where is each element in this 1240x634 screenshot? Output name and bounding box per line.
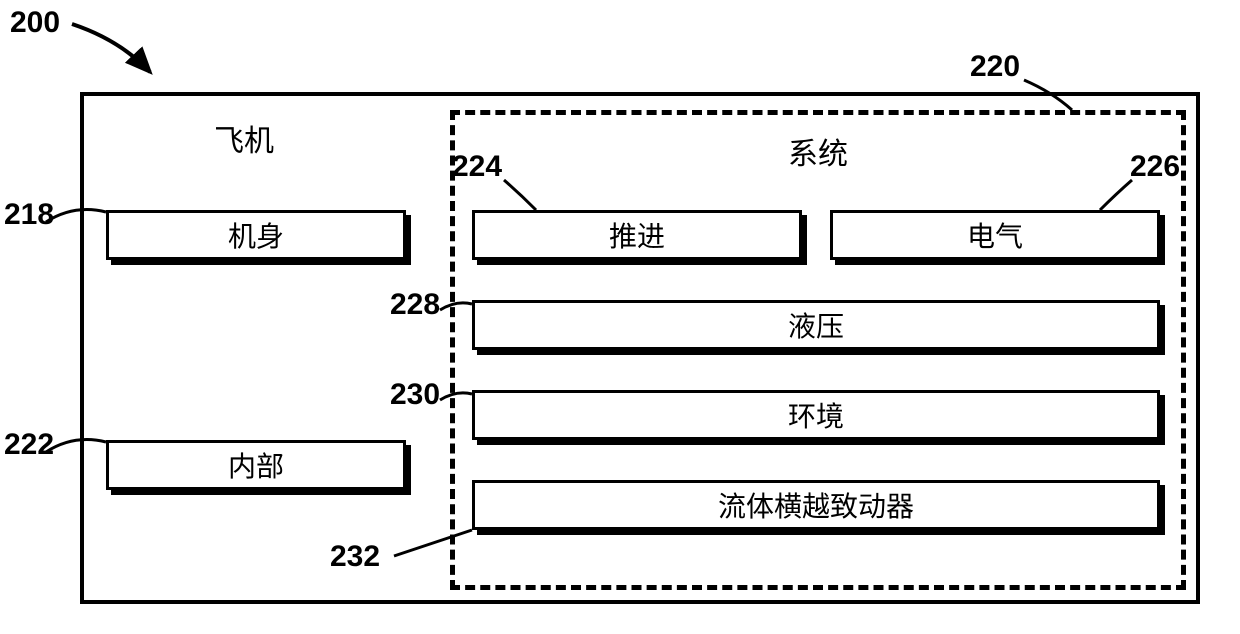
systems-title: 系统 xyxy=(455,129,1181,173)
box-fluid-actuator: 流体横越致动器 xyxy=(472,480,1160,530)
ref-232: 232 xyxy=(330,540,380,574)
box-propulsion: 推进 xyxy=(472,210,802,260)
diagram-canvas: 200 飞机 系统 机身 内部 推进 电气 液压 环境 流体横越致动器 218 … xyxy=(0,0,1240,634)
ref-224: 224 xyxy=(452,150,502,184)
ref-228: 228 xyxy=(390,288,440,322)
ref-218: 218 xyxy=(4,198,54,232)
box-interior: 内部 xyxy=(106,440,406,490)
box-hydraulic: 液压 xyxy=(472,300,1160,350)
box-electrical: 电气 xyxy=(830,210,1160,260)
ref-230: 230 xyxy=(390,378,440,412)
ref-222: 222 xyxy=(4,428,54,462)
box-airframe: 机身 xyxy=(106,210,406,260)
ref-226: 226 xyxy=(1130,150,1180,184)
ref-220: 220 xyxy=(970,50,1020,84)
ref-200: 200 xyxy=(10,6,60,40)
outer-title: 飞机 xyxy=(214,116,274,160)
box-environmental: 环境 xyxy=(472,390,1160,440)
